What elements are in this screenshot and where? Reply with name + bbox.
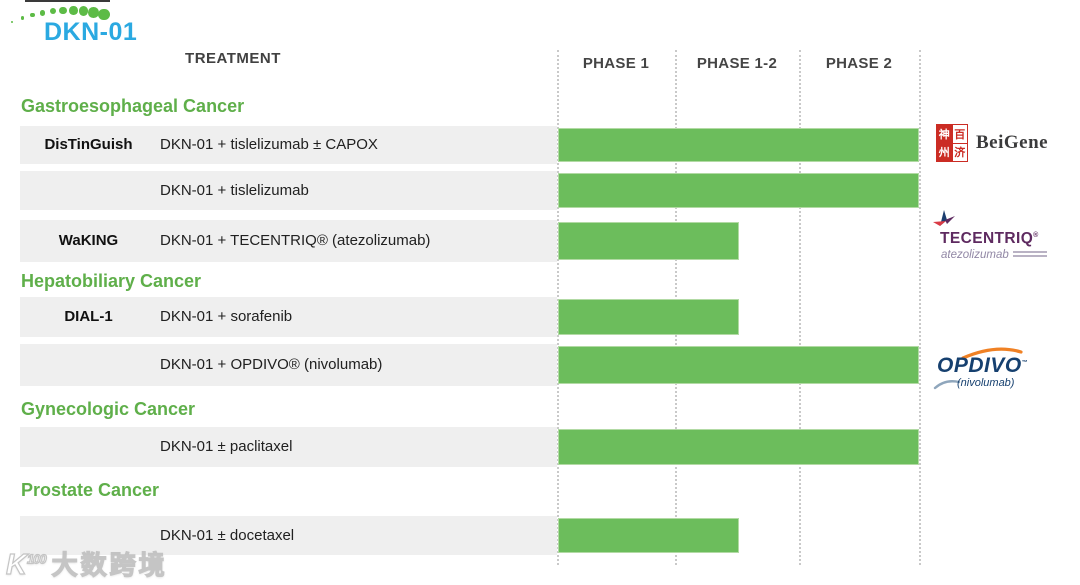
trial-row-band <box>20 220 557 262</box>
beigene-wordmark: BeiGene <box>976 132 1049 153</box>
trial-row-band <box>20 516 557 555</box>
beigene-seal-icon: 神 百 州 济 <box>936 124 968 162</box>
section-title: Hepatobiliary Cancer <box>21 271 202 291</box>
trial-row-band <box>20 344 557 386</box>
opdivo-swoosh-icon <box>933 347 1023 390</box>
treatment-label: DKN-01 + tislelizumab <box>160 181 309 199</box>
phase-gridline-3 <box>919 50 921 565</box>
trial-name: WaKING <box>58 232 119 249</box>
section-title: Prostate Cancer <box>21 480 160 500</box>
phase-progress-bar <box>558 346 919 384</box>
dkn01-logo: DKN-01 <box>0 0 140 55</box>
phase1-column-header: PHASE 1 <box>582 55 650 72</box>
top-crop-line <box>25 0 110 2</box>
treatment-column-header: TREATMENT <box>185 50 281 67</box>
watermark-text: 大数跨境 <box>51 549 168 580</box>
treatment-label: DKN-01 + sorafenib <box>160 308 293 325</box>
trial-name: DIAL-1 <box>64 308 113 325</box>
phase-progress-bar <box>558 222 739 260</box>
phase-progress-bar <box>558 518 739 553</box>
trial-row-band <box>20 297 557 337</box>
phase-progress-bar <box>558 429 919 465</box>
treatment-label: DKN-01 ± docetaxel <box>160 526 295 544</box>
treatment-label: DKN-01 + OPDIVO® (nivolumab) <box>160 356 383 373</box>
section-title: Gastroesophageal Cancer <box>21 96 245 116</box>
tecentriq-subtitle: atezolizumab <box>941 249 1009 261</box>
phase-progress-bar <box>558 299 739 335</box>
tecentriq-smallprint <box>1013 251 1047 259</box>
trial-row-band <box>20 126 557 164</box>
beigene-logo: 神 百 州 济 BeiGene <box>936 124 1066 166</box>
watermark-k100-icon: K100 <box>5 548 47 581</box>
trial-row-band <box>20 427 557 467</box>
section-title: Gynecologic Cancer <box>21 399 196 419</box>
phase1-2-column-header: PHASE 1-2 <box>696 55 778 72</box>
phase-gridline-2 <box>799 50 801 565</box>
trial-row-band <box>20 171 557 210</box>
opdivo-wordmark: OPDIVO™ <box>937 354 1029 377</box>
phase-progress-bar <box>558 128 919 162</box>
tecentriq-star-icon <box>933 210 955 226</box>
trial-name: DisTinGuish <box>44 136 133 153</box>
treatment-label: DKN-01 ± paclitaxel <box>160 438 293 455</box>
opdivo-logo: OPDIVO™ (nivolumab) <box>933 346 1033 396</box>
tecentriq-logo: TECENTRIQ® atezolizumab <box>932 209 1077 267</box>
tecentriq-wordmark: TECENTRIQ® <box>940 230 1039 247</box>
treatment-label: DKN-01 + TECENTRIQ® (atezolizumab) <box>160 232 431 249</box>
opdivo-subtitle: (nivolumab) <box>957 377 1015 389</box>
phase2-column-header: PHASE 2 <box>825 55 893 72</box>
watermark: K100 大数跨境 <box>5 545 168 582</box>
treatment-label: DKN-01 + tislelizumab ± CAPOX <box>160 136 378 153</box>
phase-progress-bar <box>558 173 919 208</box>
dkn01-logo-text: DKN-01 <box>44 18 138 46</box>
